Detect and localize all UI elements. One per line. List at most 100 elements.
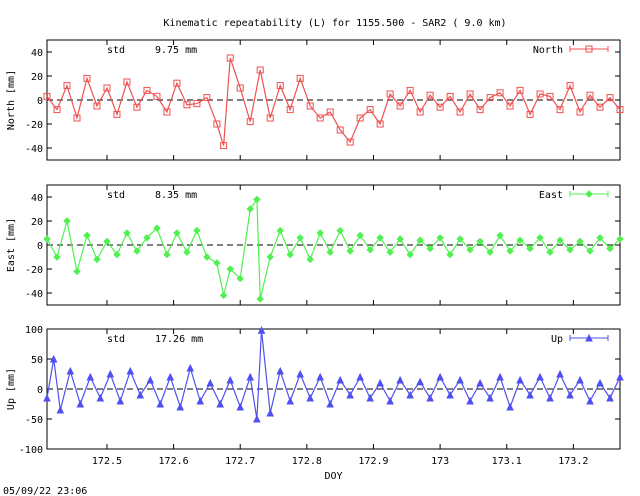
legend-label: Up xyxy=(551,334,563,345)
data-point xyxy=(296,74,304,82)
y-axis-label: East [mm] xyxy=(6,218,17,272)
data-point xyxy=(376,234,384,242)
data-point xyxy=(466,396,474,405)
data-point xyxy=(456,108,464,116)
data-point xyxy=(126,366,135,375)
data-point xyxy=(286,106,294,114)
data-point xyxy=(556,106,564,114)
data-point xyxy=(83,231,91,240)
data-point xyxy=(236,402,245,411)
data-point xyxy=(326,248,334,256)
data-point xyxy=(316,372,324,381)
data-point xyxy=(276,366,285,375)
data-point xyxy=(193,100,201,108)
data-point xyxy=(96,393,105,402)
data-point xyxy=(416,377,424,386)
y-tick-label: 100 xyxy=(25,325,43,336)
data-point xyxy=(220,142,228,150)
data-point xyxy=(66,366,75,375)
data-point xyxy=(103,84,111,92)
data-point xyxy=(516,375,524,384)
data-point xyxy=(596,103,604,111)
x-tick-label: 172.7 xyxy=(225,456,255,467)
data-point xyxy=(196,396,205,405)
data-point xyxy=(226,375,235,384)
data-point xyxy=(366,106,374,114)
data-point xyxy=(306,255,314,264)
data-point xyxy=(376,120,384,128)
data-point xyxy=(236,274,244,283)
std-value: 17.26 mm xyxy=(155,334,203,345)
data-point xyxy=(426,91,434,99)
data-point xyxy=(316,114,324,122)
data-point xyxy=(213,259,221,267)
data-point xyxy=(246,205,254,213)
data-point xyxy=(73,114,81,122)
data-point xyxy=(476,378,484,387)
data-point xyxy=(546,393,554,402)
data-point xyxy=(186,363,195,372)
data-point xyxy=(43,393,51,402)
y-tick-label: -100 xyxy=(19,445,43,456)
data-point xyxy=(606,94,614,102)
data-point xyxy=(566,246,574,254)
data-point xyxy=(466,246,474,254)
legend-marker xyxy=(585,333,593,342)
data-point xyxy=(616,235,624,243)
data-point xyxy=(496,372,504,381)
series-line xyxy=(46,57,621,146)
panel-north: -40 -20 0 20 40 North [mm] std 9.75 mm North xyxy=(6,39,624,161)
data-point xyxy=(506,102,514,110)
data-point xyxy=(496,89,504,97)
data-point xyxy=(146,375,155,384)
data-point xyxy=(73,267,81,276)
data-point xyxy=(506,247,514,255)
data-point xyxy=(426,393,434,402)
data-point xyxy=(103,237,111,246)
data-point xyxy=(446,92,454,100)
data-point xyxy=(366,246,374,254)
x-tick-label: 172.6 xyxy=(159,456,189,467)
data-point xyxy=(266,253,274,261)
data-point xyxy=(193,226,201,235)
data-point xyxy=(506,402,514,411)
data-point xyxy=(133,247,141,255)
data-point xyxy=(386,396,394,405)
data-point xyxy=(596,378,604,387)
data-point xyxy=(396,102,404,110)
data-point xyxy=(516,236,524,244)
data-point xyxy=(586,396,594,405)
data-point xyxy=(153,224,161,232)
y-tick-label: -20 xyxy=(25,265,43,276)
data-point xyxy=(576,375,584,384)
legend-label: East xyxy=(539,190,563,201)
y-axis-label: Up [mm] xyxy=(6,368,17,410)
data-point xyxy=(366,393,374,402)
data-point xyxy=(143,234,151,242)
data-point xyxy=(576,108,584,116)
series-line xyxy=(46,197,621,300)
data-point xyxy=(266,114,274,122)
panel-up: -100 -50 0 50 100 172.5 172.6 172.7 172.8 172.9 17… xyxy=(6,325,624,482)
data-point xyxy=(53,253,61,261)
x-tick-label: 173.2 xyxy=(558,456,588,467)
data-point xyxy=(236,84,244,92)
data-point xyxy=(203,253,211,261)
std-label: std xyxy=(107,190,125,201)
data-point xyxy=(346,390,354,399)
y-tick-label: 20 xyxy=(31,72,43,83)
std-label: std xyxy=(107,45,125,56)
data-point xyxy=(356,231,364,240)
y-tick-label: 0 xyxy=(37,385,43,396)
data-point xyxy=(516,86,524,94)
data-point xyxy=(616,372,624,381)
data-point xyxy=(536,90,544,98)
data-point xyxy=(53,106,61,114)
y-tick-label: -50 xyxy=(25,415,43,426)
data-point xyxy=(446,390,454,399)
data-point xyxy=(266,408,275,417)
data-point xyxy=(173,229,181,237)
x-tick-label: 173 xyxy=(431,456,449,467)
data-point xyxy=(176,402,185,411)
